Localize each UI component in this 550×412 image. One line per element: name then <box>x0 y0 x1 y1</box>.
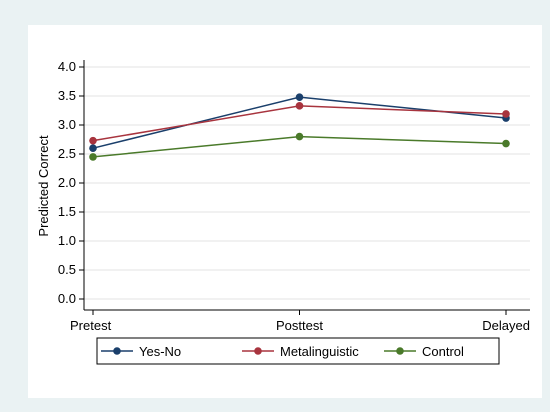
legend: Yes-No Metalinguistic Control <box>101 344 464 359</box>
y-tick-label: 2.0 <box>58 175 76 190</box>
legend-label: Metalinguistic <box>280 344 359 359</box>
grid-lines <box>84 66 530 300</box>
series-metalinguistic <box>89 102 510 145</box>
legend-item: Metalinguistic <box>242 344 359 359</box>
x-tick-label: Pretest <box>70 318 112 333</box>
data-point <box>502 139 510 148</box>
data-point <box>502 110 510 118</box>
legend-item: Control <box>384 344 464 359</box>
data-point <box>89 144 97 152</box>
data-point <box>295 132 304 141</box>
legend-swatch-marker <box>396 347 404 355</box>
x-tick-label: Posttest <box>276 318 323 333</box>
legend-swatch-marker <box>113 347 121 355</box>
legend-item: Yes-No <box>101 344 181 359</box>
series-control <box>89 132 510 161</box>
x-tick-label: Delayed <box>482 318 530 333</box>
series-layer <box>89 93 510 161</box>
data-point <box>295 93 304 101</box>
y-tick-label: 1.5 <box>58 204 76 219</box>
y-tick-label: 4.0 <box>58 59 76 74</box>
legend-box <box>96 337 500 365</box>
data-point <box>295 102 304 110</box>
y-ticks: 0.0 0.5 1.0 1.5 2.0 2.5 3.0 3.5 4.0 <box>58 59 84 306</box>
y-tick-label: 0.0 <box>58 291 76 306</box>
data-point <box>89 153 97 161</box>
y-tick-label: 0.5 <box>58 262 76 277</box>
legend-label: Control <box>422 344 464 359</box>
x-ticks: Pretest Posttest Delayed <box>70 310 530 333</box>
legend-label: Yes-No <box>139 344 181 359</box>
y-axis-title: Predicted Correct <box>36 135 51 237</box>
legend-swatch-marker <box>254 347 262 355</box>
y-tick-label: 3.5 <box>58 88 76 103</box>
y-tick-label: 3.0 <box>58 117 76 132</box>
y-tick-label: 1.0 <box>58 233 76 248</box>
y-tick-label: 2.5 <box>58 146 76 161</box>
data-point <box>89 136 97 145</box>
